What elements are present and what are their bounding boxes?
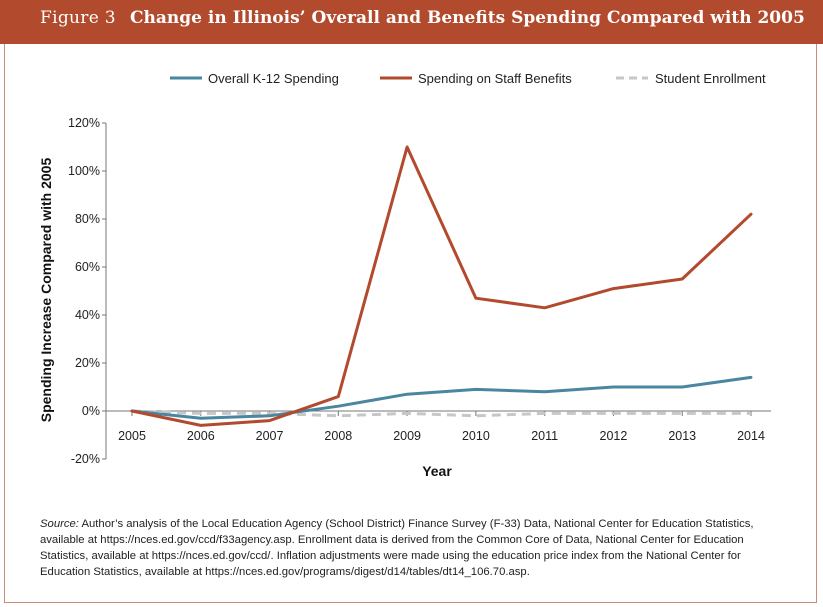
y-tick-label: 80% <box>75 212 100 226</box>
series-line-spending-on-staff-benefits <box>130 145 753 427</box>
legend-label: Spending on Staff Benefits <box>418 71 572 86</box>
x-tick-label: 2005 <box>118 429 146 443</box>
x-tick-label: 2014 <box>737 429 765 443</box>
figure-frame <box>4 44 817 603</box>
x-tick-label: 2009 <box>393 429 421 443</box>
x-tick-label: 2011 <box>531 429 558 443</box>
source-text: Author’s analysis of the Local Education… <box>40 518 754 578</box>
figure-label: Figure 3 <box>40 8 116 28</box>
x-tick-label: 2006 <box>187 429 215 443</box>
x-axis-title: Year <box>422 463 452 479</box>
source-label: Source: <box>40 518 79 530</box>
x-tick-label: 2012 <box>600 429 628 443</box>
chart-series <box>130 145 753 427</box>
y-tick-label: 120% <box>68 116 100 130</box>
series-line-overall-k-12-spending <box>130 375 753 420</box>
y-tick-label: -20% <box>71 452 100 466</box>
legend-item: Spending on Staff Benefits <box>380 71 572 86</box>
y-tick-label: 0% <box>82 404 100 418</box>
y-tick-label: 100% <box>68 164 100 178</box>
y-tick-label: 60% <box>75 260 100 274</box>
legend-item: Overall K-12 Spending <box>170 71 339 86</box>
y-tick-label: 40% <box>75 308 100 322</box>
legend-item: Student Enrollment <box>616 71 766 86</box>
line-chart: Overall K-12 Spending Spending on Staff B… <box>38 71 771 479</box>
legend-label: Overall K-12 Spending <box>208 71 339 86</box>
legend-label: Student Enrollment <box>655 71 766 86</box>
x-tick-label: 2010 <box>462 429 490 443</box>
figure-header: Figure 3 Change in Illinois’ Overall and… <box>0 0 823 44</box>
chart-axes: -20% 0% 20% 40% 60% 80% 100% 120% 2005 2006 2007 20… <box>68 116 771 466</box>
y-axis-title: Spending Increase Compared with 2005 <box>38 158 54 423</box>
chart-legend: Overall K-12 Spending Spending on Staff B… <box>170 71 766 86</box>
x-tick-label: 2007 <box>256 429 284 443</box>
series-line-student-enrollment <box>131 409 751 418</box>
figure-title: Change in Illinois’ Overall and Benefits… <box>130 8 805 28</box>
source-note: Source: Author’s analysis of the Local E… <box>40 516 785 580</box>
y-tick-label: 20% <box>75 356 100 370</box>
x-tick-label: 2013 <box>668 429 696 443</box>
x-tick-label: 2008 <box>324 429 352 443</box>
